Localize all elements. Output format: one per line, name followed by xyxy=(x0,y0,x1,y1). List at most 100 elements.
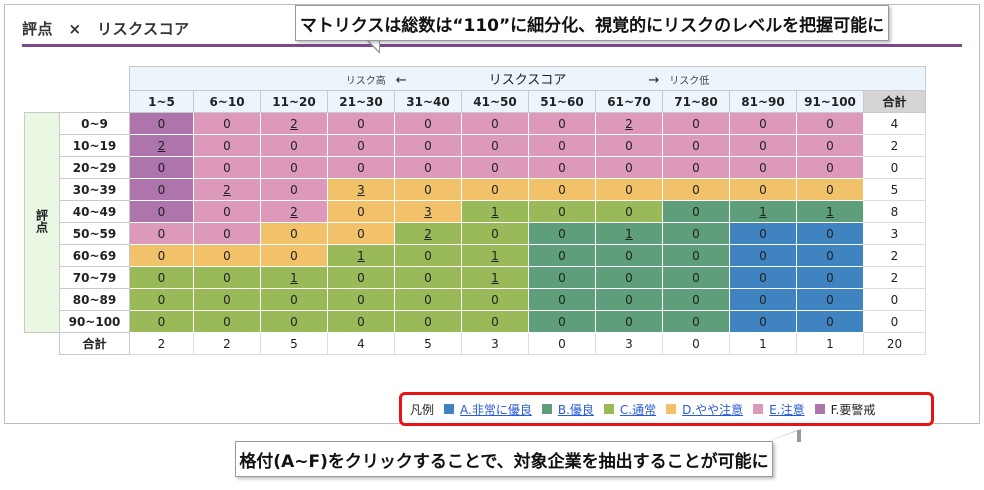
cell-count: 0 xyxy=(357,226,365,241)
legend-text-d[interactable]: D.やや注意 xyxy=(682,402,744,417)
cell-count-link[interactable]: 2 xyxy=(424,226,432,241)
matrix-cell: 0 xyxy=(595,266,663,289)
column-header: 91~100 xyxy=(796,90,864,113)
cell-count: 0 xyxy=(223,248,231,263)
matrix-cell: 0 xyxy=(528,244,596,267)
matrix-cell: 0 xyxy=(595,200,663,223)
cell-count: 0 xyxy=(826,116,834,131)
callout-bottom: 格付(A~F)をクリックすることで、対象企業を抽出することが可能に xyxy=(235,441,773,477)
cell-count: 0 xyxy=(357,292,365,307)
cell-count: 0 xyxy=(157,204,166,219)
matrix-cell: 0 xyxy=(260,310,328,333)
matrix-cell: 0 xyxy=(662,134,730,157)
matrix-cell[interactable]: 1 xyxy=(461,244,529,267)
matrix-cell: 0 xyxy=(528,112,596,135)
cell-count-link[interactable]: 1 xyxy=(625,226,633,241)
cell-count-link[interactable]: 1 xyxy=(826,204,834,219)
legend-item-c[interactable]: C.通常 xyxy=(600,401,656,418)
matrix-cell[interactable]: 3 xyxy=(394,200,462,223)
column-total: 2 xyxy=(193,332,261,355)
legend-box: 凡例 A.非常に優良 B.優良 C.通常 D.やや注意 E.注意 F.要警戒 xyxy=(399,392,934,426)
matrix-cell[interactable]: 1 xyxy=(260,266,328,289)
matrix-cell: 0 xyxy=(129,178,194,201)
cell-count-link[interactable]: 1 xyxy=(357,248,365,263)
cell-count: 0 xyxy=(290,226,298,241)
cell-count-link[interactable]: 2 xyxy=(290,116,298,131)
matrix-cell[interactable]: 1 xyxy=(327,244,395,267)
legend-text-e[interactable]: E.注意 xyxy=(769,402,805,417)
matrix-cell: 0 xyxy=(327,156,395,179)
cell-count-link[interactable]: 2 xyxy=(157,138,166,153)
cell-count: 0 xyxy=(826,182,834,197)
matrix-cell[interactable]: 2 xyxy=(193,178,261,201)
matrix-cell: 0 xyxy=(595,310,663,333)
cell-count-link[interactable]: 1 xyxy=(491,248,499,263)
cell-count: 0 xyxy=(692,314,700,329)
matrix-cell[interactable]: 2 xyxy=(260,200,328,223)
legend-item-a[interactable]: A.非常に優良 xyxy=(440,401,532,418)
matrix-cell: 0 xyxy=(129,200,194,223)
matrix-cell: 0 xyxy=(528,310,596,333)
cell-count: 0 xyxy=(491,160,499,175)
cell-count-link[interactable]: 1 xyxy=(491,204,499,219)
cell-count: 0 xyxy=(692,248,700,263)
title-underline xyxy=(22,44,962,47)
matrix-cell[interactable]: 3 xyxy=(327,178,395,201)
matrix-cell[interactable]: 2 xyxy=(129,134,194,157)
row-label: 50~59 xyxy=(59,222,130,245)
corner-blank xyxy=(25,67,60,91)
cell-count: 0 xyxy=(558,292,566,307)
row-label: 70~79 xyxy=(59,266,130,289)
legend-text-b[interactable]: B.優良 xyxy=(557,402,594,417)
legend-item-e[interactable]: E.注意 xyxy=(749,401,805,418)
matrix-cell: 0 xyxy=(327,266,395,289)
matrix-cell[interactable]: 1 xyxy=(461,266,529,289)
cell-count-link[interactable]: 2 xyxy=(625,116,633,131)
matrix-cell: 0 xyxy=(729,112,797,135)
matrix-cell: 0 xyxy=(796,156,864,179)
legend-item-d[interactable]: D.やや注意 xyxy=(662,401,743,418)
legend-text-c[interactable]: C.通常 xyxy=(619,402,657,417)
cell-count-link[interactable]: 2 xyxy=(290,204,298,219)
matrix-cell[interactable]: 2 xyxy=(595,112,663,135)
cell-count-link[interactable]: 3 xyxy=(424,204,432,219)
rating-axis-text: 評点 xyxy=(34,209,49,233)
matrix-cell: 0 xyxy=(461,310,529,333)
matrix-cell: 0 xyxy=(260,134,328,157)
table-row: 60~69 0 0 0 1 0 1 0 0 0 0 0 2 xyxy=(25,244,926,267)
matrix-cell: 0 xyxy=(528,288,596,311)
matrix-cell[interactable]: 1 xyxy=(796,200,864,223)
matrix-cell: 0 xyxy=(729,244,797,267)
cell-count-link[interactable]: 2 xyxy=(223,182,231,197)
cell-count: 0 xyxy=(357,270,365,285)
arrow-left-icon: ← xyxy=(395,73,407,88)
matrix-cell: 0 xyxy=(129,222,194,245)
matrix-cell[interactable]: 1 xyxy=(461,200,529,223)
rating-risk-matrix: リスク高 ← リスクスコア → リスク低 1~5 6~10 11~20 21~30 31~40 41… xyxy=(24,66,926,355)
row-total: 3 xyxy=(863,222,926,245)
cell-count-link[interactable]: 1 xyxy=(759,204,767,219)
legend-text-a[interactable]: A.非常に優良 xyxy=(460,402,532,417)
table-row: 80~89 0 0 0 0 0 0 0 0 0 0 0 0 xyxy=(25,288,926,311)
column-header: 61~70 xyxy=(595,90,663,113)
cell-count-link[interactable]: 1 xyxy=(290,270,298,285)
cell-count-link[interactable]: 1 xyxy=(491,270,499,285)
cell-count: 0 xyxy=(491,226,499,241)
cell-count: 0 xyxy=(625,292,633,307)
cell-count: 0 xyxy=(759,292,767,307)
matrix-cell: 0 xyxy=(662,112,730,135)
table-row: 評点 0~9 0 0 2 0 0 0 0 2 0 0 0 4 xyxy=(24,112,926,333)
row-label: 60~69 xyxy=(59,244,130,267)
cell-count: 0 xyxy=(625,204,633,219)
cell-count: 0 xyxy=(826,292,834,307)
matrix-cell[interactable]: 2 xyxy=(260,112,328,135)
matrix-cell[interactable]: 1 xyxy=(595,222,663,245)
matrix-cell[interactable]: 2 xyxy=(394,222,462,245)
cell-count: 0 xyxy=(625,314,633,329)
cell-count: 0 xyxy=(759,270,767,285)
cell-count-link[interactable]: 3 xyxy=(357,182,365,197)
cell-count: 0 xyxy=(290,182,298,197)
matrix-cell[interactable]: 1 xyxy=(729,200,797,223)
cell-count: 0 xyxy=(223,292,231,307)
legend-item-b[interactable]: B.優良 xyxy=(538,401,594,418)
